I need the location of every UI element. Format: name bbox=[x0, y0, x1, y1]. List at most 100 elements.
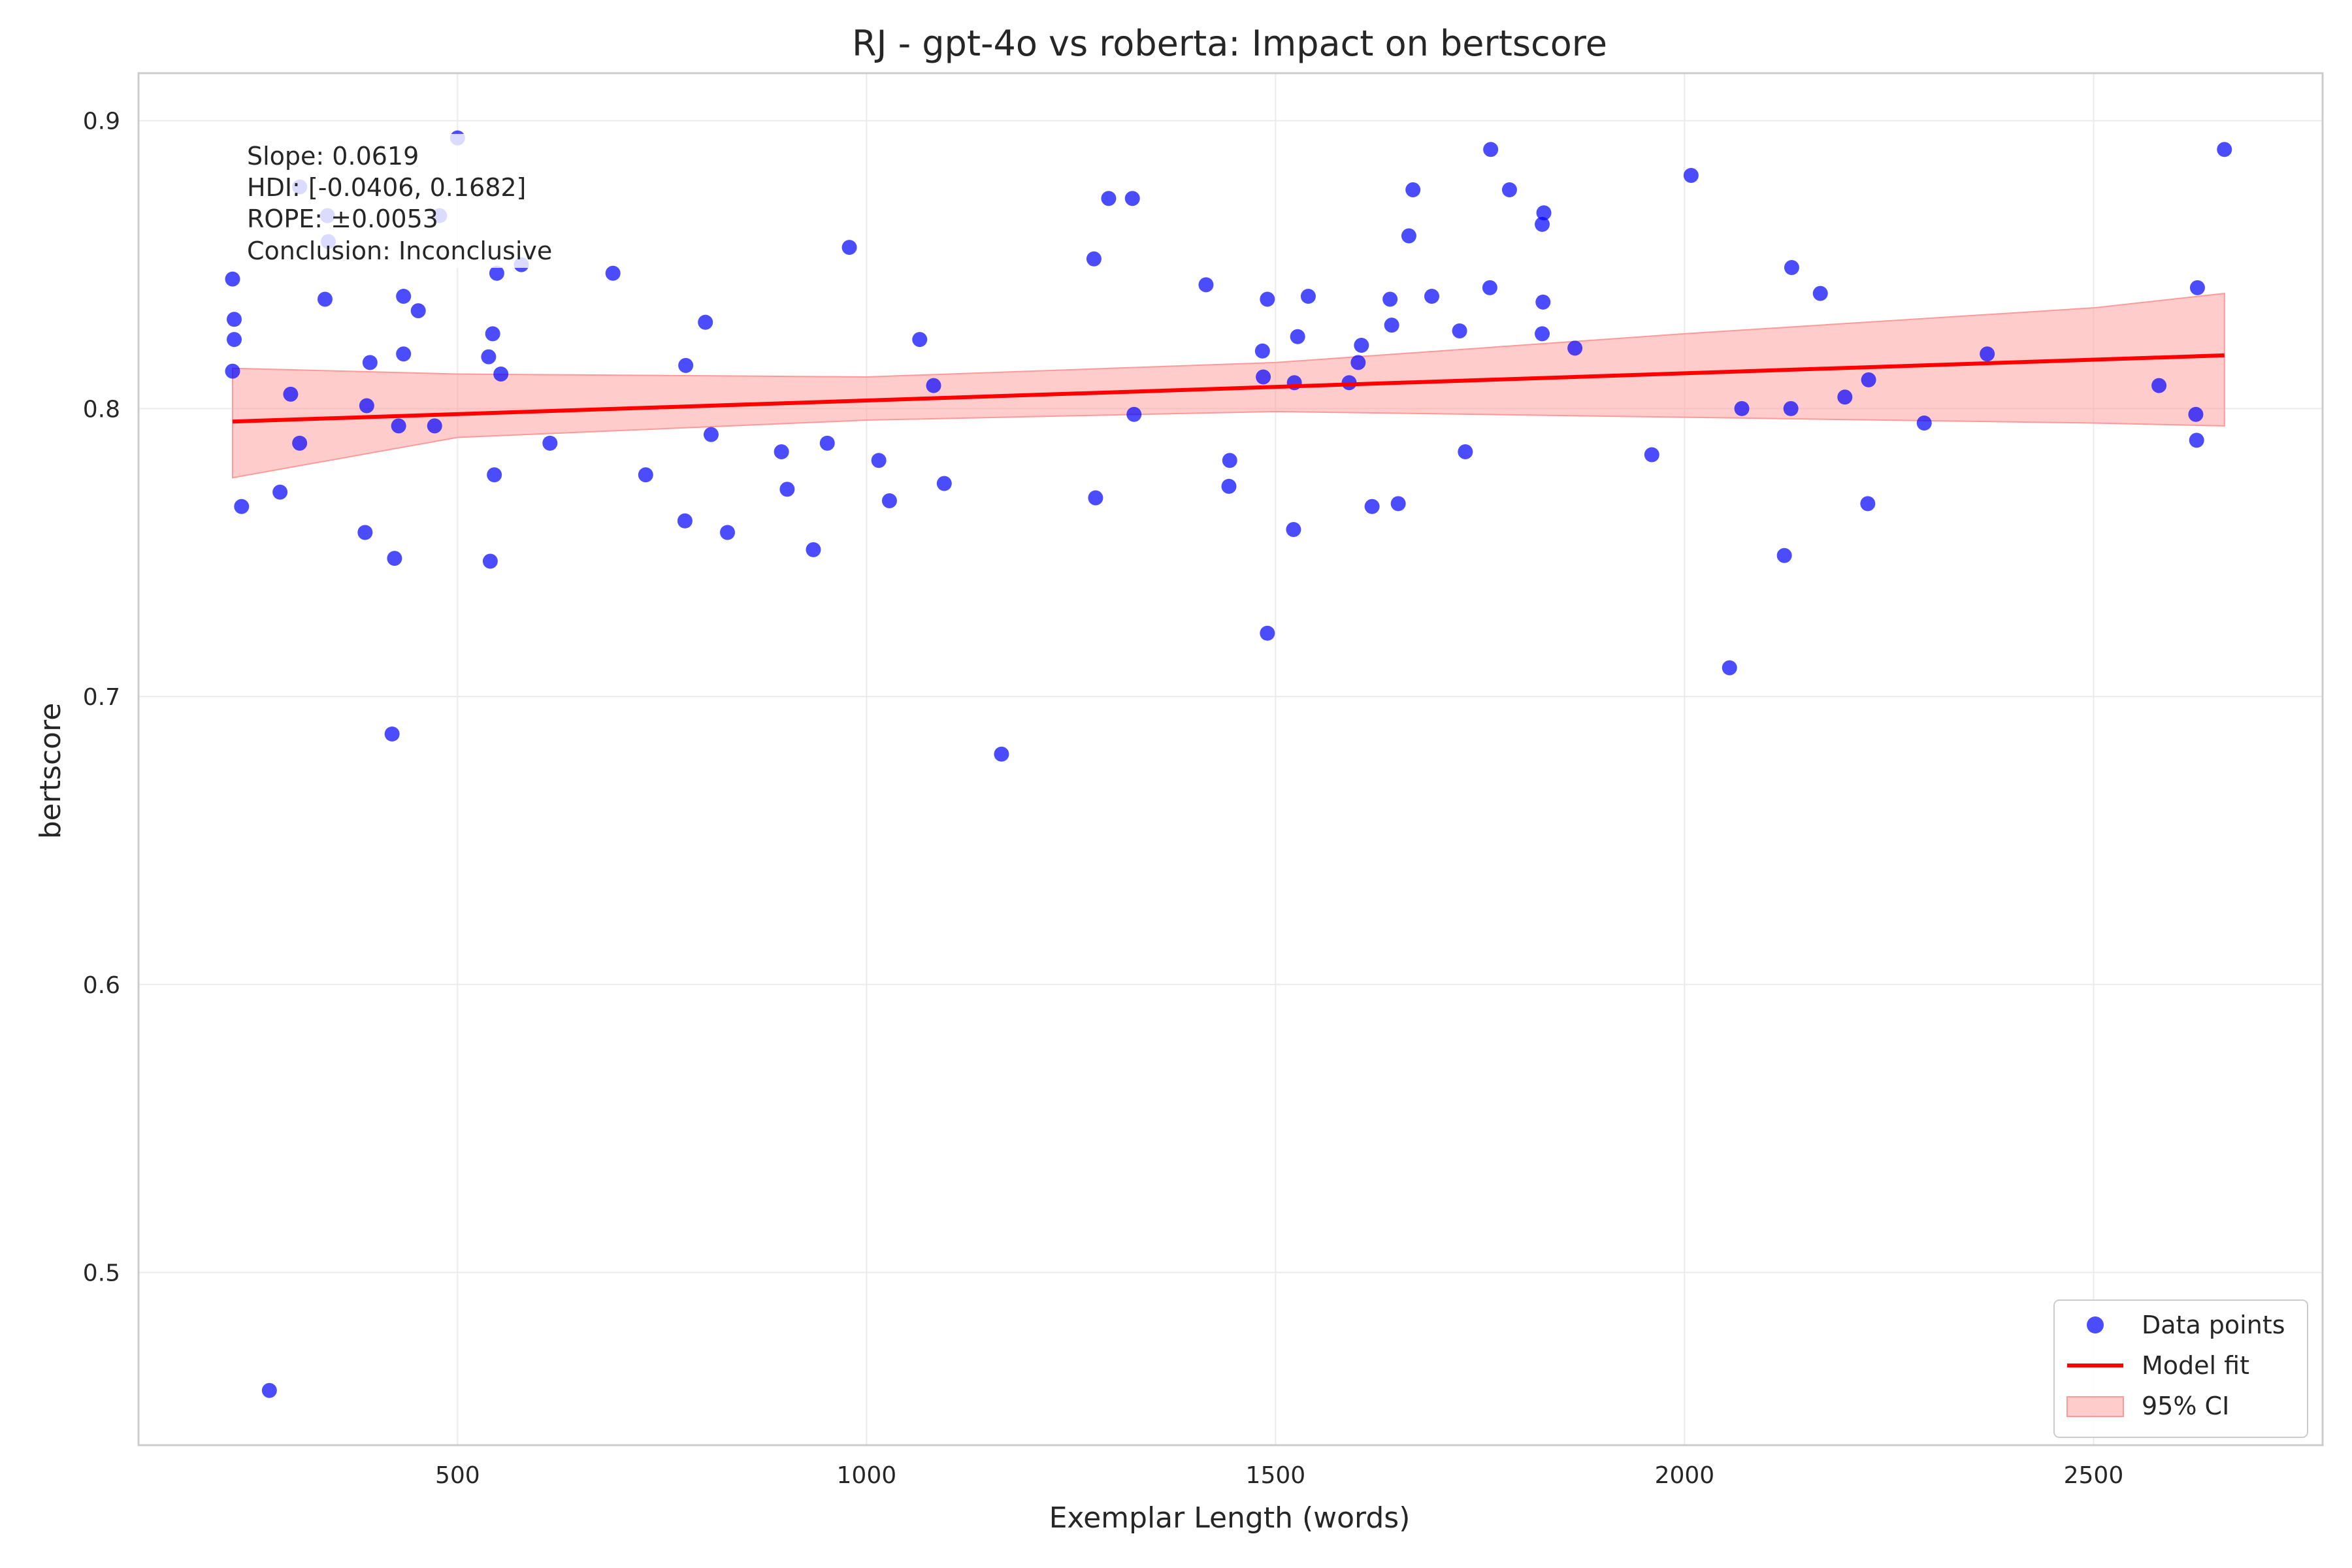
data-point bbox=[1086, 251, 1102, 267]
data-point bbox=[719, 525, 735, 540]
data-point bbox=[779, 482, 795, 497]
data-point bbox=[357, 525, 373, 540]
y-axis-label: bertscore bbox=[34, 703, 67, 840]
data-point bbox=[234, 498, 250, 514]
data-point bbox=[1401, 228, 1416, 244]
data-point bbox=[493, 367, 509, 382]
ci-band-layer bbox=[231, 293, 2225, 479]
data-point bbox=[819, 435, 835, 451]
data-point bbox=[1783, 400, 1799, 416]
x-tick-label: 500 bbox=[435, 1462, 480, 1489]
data-point bbox=[1405, 182, 1421, 197]
annotation-hdi: HDI: [-0.0406, 0.1682] bbox=[247, 173, 526, 202]
data-point bbox=[292, 435, 308, 451]
data-point bbox=[1812, 286, 1828, 301]
ci-band bbox=[231, 293, 2225, 479]
annotation-rope: ROPE: ±0.0053 bbox=[247, 204, 438, 233]
data-point bbox=[1482, 280, 1497, 295]
data-point bbox=[225, 363, 240, 379]
legend-label-fit: Model fit bbox=[2142, 1351, 2249, 1380]
data-point bbox=[1683, 167, 1699, 183]
data-point bbox=[487, 467, 502, 483]
y-tick-label: 0.7 bbox=[83, 684, 120, 711]
data-point bbox=[1124, 191, 1140, 206]
data-point bbox=[1837, 389, 1853, 405]
y-tick-label: 0.5 bbox=[83, 1260, 120, 1287]
data-point bbox=[1861, 372, 1876, 387]
data-point bbox=[2217, 142, 2232, 157]
data-point bbox=[1350, 355, 1366, 370]
legend-label-points: Data points bbox=[2142, 1311, 2285, 1339]
data-point bbox=[1458, 444, 1473, 460]
data-point bbox=[1256, 369, 1271, 385]
x-tick-label: 1500 bbox=[1246, 1462, 1306, 1489]
x-tick-label: 2500 bbox=[2064, 1462, 2124, 1489]
data-point bbox=[226, 312, 242, 327]
data-point bbox=[1300, 289, 1316, 304]
data-point bbox=[678, 357, 694, 373]
data-point bbox=[1384, 318, 1399, 333]
data-point bbox=[638, 467, 653, 483]
data-point bbox=[1221, 478, 1237, 494]
chart-title: RJ - gpt-4o vs roberta: Impact on bertsc… bbox=[852, 23, 1607, 64]
annotation-background bbox=[242, 134, 588, 268]
data-point bbox=[261, 1382, 277, 1398]
data-point bbox=[482, 553, 498, 569]
annotation-slope: Slope: 0.0619 bbox=[247, 142, 419, 171]
data-point bbox=[387, 551, 402, 566]
data-point bbox=[2189, 433, 2204, 448]
data-point bbox=[1980, 346, 1995, 362]
data-point bbox=[1390, 496, 1406, 512]
data-point bbox=[1222, 453, 1237, 468]
data-point bbox=[1916, 415, 1932, 431]
data-point bbox=[1198, 277, 1214, 293]
data-point bbox=[871, 453, 887, 468]
data-point bbox=[384, 726, 400, 742]
legend-marker-ci bbox=[2066, 1396, 2124, 1417]
y-tick-label: 0.9 bbox=[83, 108, 120, 135]
legend-label-ci: 95% CI bbox=[2142, 1392, 2229, 1420]
data-point bbox=[806, 542, 821, 557]
data-point bbox=[703, 427, 719, 442]
data-point bbox=[1364, 498, 1380, 514]
data-point bbox=[1644, 447, 1659, 463]
data-point bbox=[1424, 289, 1440, 304]
data-point bbox=[1784, 259, 1799, 275]
data-point bbox=[677, 513, 693, 529]
data-point bbox=[1260, 625, 1275, 641]
y-tick-label: 0.6 bbox=[83, 972, 120, 999]
data-point bbox=[396, 346, 412, 362]
data-point bbox=[317, 291, 333, 307]
plot-frame bbox=[137, 72, 2324, 1446]
data-point bbox=[485, 326, 500, 342]
data-point bbox=[410, 303, 426, 319]
data-point bbox=[2189, 280, 2205, 295]
x-axis-label: Exemplar Length (words) bbox=[1049, 1501, 1411, 1535]
data-point bbox=[1286, 522, 1301, 538]
data-point bbox=[1860, 496, 1876, 512]
data-point bbox=[362, 355, 378, 370]
data-point bbox=[226, 332, 242, 348]
stats-annotation: Slope: 0.0619 HDI: [-0.0406, 0.1682] ROP… bbox=[242, 134, 588, 268]
data-point bbox=[359, 398, 374, 414]
data-point bbox=[605, 265, 621, 281]
annotation-conclusion: Conclusion: Inconclusive bbox=[247, 237, 552, 265]
data-point bbox=[481, 349, 497, 365]
data-point bbox=[1734, 400, 1750, 416]
data-point bbox=[881, 493, 897, 508]
data-point bbox=[1535, 294, 1551, 310]
x-tick-label: 2000 bbox=[1655, 1462, 1715, 1489]
data-point bbox=[841, 240, 857, 255]
data-point bbox=[272, 484, 288, 500]
data-point bbox=[926, 378, 941, 393]
data-point bbox=[1535, 216, 1550, 232]
data-point bbox=[1722, 660, 1737, 676]
data-point bbox=[542, 435, 558, 451]
data-point bbox=[912, 332, 928, 348]
data-point bbox=[1260, 291, 1275, 307]
y-tick-labels: 0.5 0.6 0.7 0.8 0.9 bbox=[83, 108, 120, 1287]
data-point bbox=[698, 314, 713, 330]
data-point bbox=[2151, 378, 2167, 393]
data-point bbox=[1354, 337, 1369, 353]
